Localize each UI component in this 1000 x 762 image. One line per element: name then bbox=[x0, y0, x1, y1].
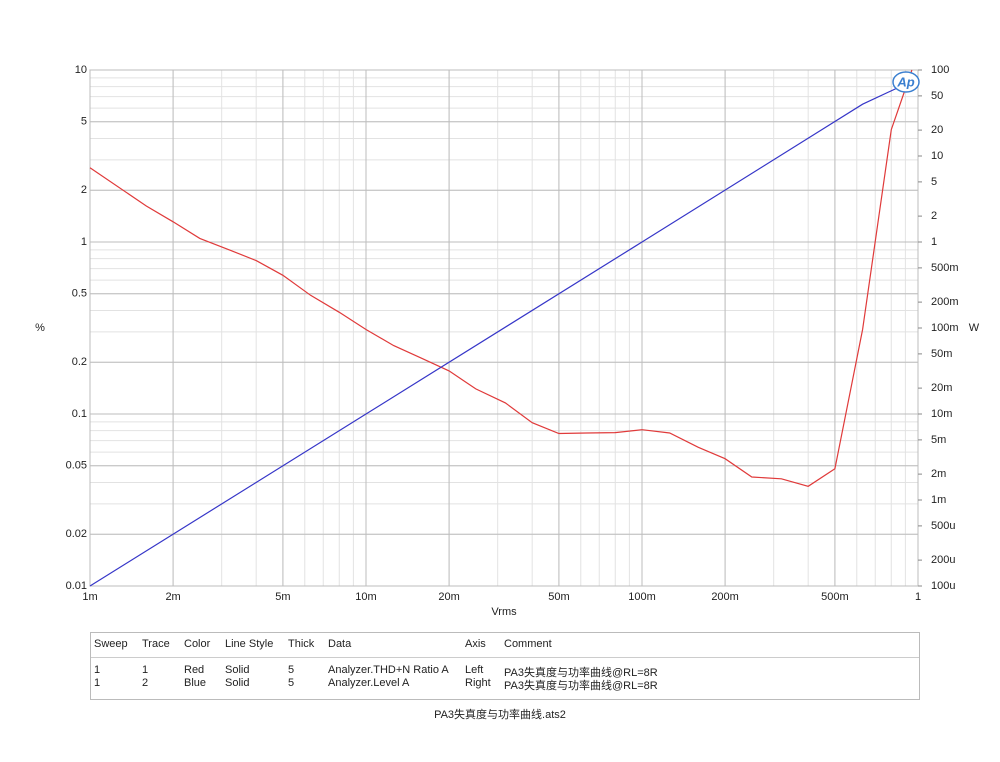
logo-badge bbox=[892, 71, 920, 93]
y2-tick-label: 10m bbox=[931, 408, 952, 420]
x-tick-label: 200m bbox=[711, 591, 739, 603]
y2-tick-label: 100u bbox=[931, 580, 955, 592]
x-axis-label: Vrms bbox=[491, 606, 517, 618]
y-tick-label: 0.1 bbox=[72, 408, 87, 420]
series-line bbox=[89, 69, 913, 487]
y-tick-label: 5 bbox=[81, 116, 87, 128]
y2-tick-label: 2 bbox=[931, 210, 937, 222]
table-cell: Solid bbox=[225, 677, 250, 689]
y-axis-label: % bbox=[35, 322, 45, 334]
y2-tick-label: 100 bbox=[931, 64, 949, 76]
table-cell: Left bbox=[465, 664, 484, 676]
chart: % W Vrms 1m 2m 5m 10m 20m 50m 100m 200m 500m 1 0.0… bbox=[35, 64, 980, 618]
y2-tick-label: 2m bbox=[931, 468, 946, 480]
x-tick-label: 5m bbox=[275, 591, 290, 603]
table-cell: Solid bbox=[225, 664, 250, 676]
y2-tick-label: 50 bbox=[931, 90, 943, 102]
table-header-cell: Comment bbox=[504, 638, 552, 650]
y-tick-label: 10 bbox=[75, 64, 87, 76]
y2-tick-label: 1m bbox=[931, 494, 946, 506]
table-rule bbox=[91, 657, 919, 658]
table-header-cell: Color bbox=[184, 638, 211, 650]
table-header-cell: Thick bbox=[288, 638, 315, 650]
table-cell: 1 bbox=[94, 677, 101, 689]
table-cell: 5 bbox=[288, 677, 295, 689]
footer: PA3失真度与功率曲线.ats2 bbox=[434, 709, 566, 721]
x-tick-label: 50m bbox=[548, 591, 569, 603]
y-tick-label: 2 bbox=[81, 184, 87, 196]
table-cell: 2 bbox=[142, 677, 149, 689]
y2-axis-label: W bbox=[969, 322, 980, 334]
x-tick-label: 1m bbox=[82, 591, 97, 603]
x-tick-label: 2m bbox=[165, 591, 180, 603]
y-tick-label: 0.01 bbox=[66, 580, 87, 592]
y2-tick-label: 10 bbox=[931, 150, 943, 162]
y2-tick-label: 5m bbox=[931, 434, 946, 446]
table-cell: 5 bbox=[288, 664, 295, 676]
table-cell: PA3失真度与功率曲线@RL=8R bbox=[504, 667, 658, 679]
table-cell: Red bbox=[184, 664, 205, 676]
y-tick-label: 0.02 bbox=[66, 528, 87, 540]
y2-tick-label: 20m bbox=[931, 382, 952, 394]
y2-tick-label: 500u bbox=[931, 520, 955, 532]
logo-text: Ap bbox=[896, 74, 914, 89]
table-header-cell: Line Style bbox=[225, 638, 274, 650]
y2-tick-label: 200u bbox=[931, 554, 955, 566]
table-header-cell: Data bbox=[328, 638, 352, 650]
y2-tick-label: 500m bbox=[931, 262, 959, 274]
y2-tick-label: 5 bbox=[931, 176, 937, 188]
table-cell: Analyzer.THD+N Ratio A bbox=[328, 664, 449, 676]
x-tick-label: 20m bbox=[438, 591, 459, 603]
table-cell: 1 bbox=[142, 664, 149, 676]
x-tick-label: 10m bbox=[355, 591, 376, 603]
y2-tick-label: 100m bbox=[931, 322, 959, 334]
table-cell: Right bbox=[465, 677, 491, 689]
table-header-cell: Axis bbox=[465, 638, 486, 650]
y-tick-label: 1 bbox=[81, 236, 87, 248]
series-line bbox=[89, 77, 919, 587]
y-tick-label: 0.5 bbox=[72, 288, 87, 300]
table-cell: Blue bbox=[184, 677, 207, 689]
x-tick-label: 500m bbox=[821, 591, 849, 603]
y2-tick-label: 50m bbox=[931, 348, 952, 360]
y-tick-label: 0.2 bbox=[72, 356, 87, 368]
table-cell: Analyzer.Level A bbox=[328, 677, 410, 689]
table-cell: PA3失真度与功率曲线@RL=8R bbox=[504, 680, 658, 692]
table-header-cell: Sweep bbox=[94, 638, 128, 650]
table-header-cell: Trace bbox=[142, 638, 170, 650]
y-tick-label: 0.05 bbox=[66, 460, 87, 472]
table-cell: 1 bbox=[94, 664, 101, 676]
y2-tick-label: 200m bbox=[931, 296, 959, 308]
y2-tick-label: 20 bbox=[931, 124, 943, 136]
y2-tick-label: 1 bbox=[931, 236, 937, 248]
legend-table: Sweep Trace Color Line Style Thick Data Axis Co… bbox=[90, 632, 920, 700]
x-tick-label: 1 bbox=[915, 591, 921, 603]
x-tick-label: 100m bbox=[628, 591, 656, 603]
